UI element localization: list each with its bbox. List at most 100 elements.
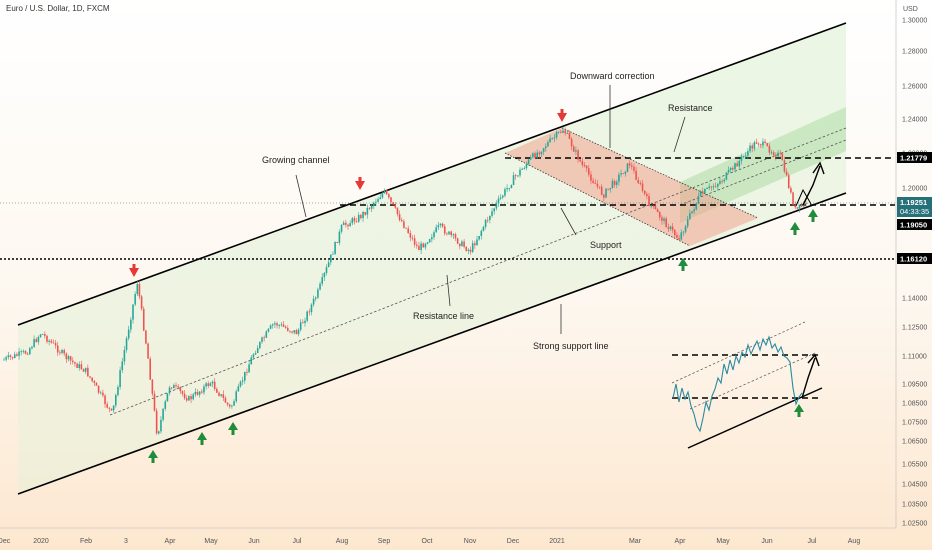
candle-down [411,237,414,239]
candle-up [523,168,526,169]
y-tick-label: 1.24000 [902,117,927,124]
candle-down [736,163,738,167]
x-tick-label: Dec [0,538,11,545]
candle-down [560,131,562,133]
candle-down [145,330,147,344]
growing-channel-pointer [295,174,307,218]
candle-down [302,322,304,324]
candle-up [742,156,745,157]
candle-up [798,204,801,209]
up-arrow-icons [148,209,818,463]
candle-up [306,311,308,321]
candle-up [699,191,702,197]
candle-down [345,222,347,225]
candle-down [263,337,265,339]
candle-up [770,152,773,154]
candle-down [790,188,792,193]
tag-last-price-box [897,197,932,217]
candle-up [753,142,756,149]
candle-down [796,207,799,209]
candle-up [744,155,747,157]
candle-up [478,236,480,240]
candle-up [611,180,614,189]
down-arrow-icon [557,113,567,122]
candle-up [575,150,577,152]
candle-up [680,232,683,240]
candle-down [360,214,362,219]
candle-up [420,243,422,251]
candle-up [209,383,212,386]
x-tick-label: May [716,538,730,545]
candle-up [557,131,560,133]
candle-down [564,130,566,134]
candle-down [757,143,760,145]
candle-up [20,351,22,353]
candle-up [497,198,500,204]
candle-up [130,319,132,330]
candle-up [67,356,70,360]
up-arrow-icon [148,450,158,458]
candle-up [121,361,124,371]
candle-up [542,148,545,152]
x-tick-label: Sep [378,538,391,545]
candle-up [237,386,240,392]
candle-up [119,370,121,388]
candle-up [540,151,543,155]
candle-up [618,174,620,182]
candle-down [581,161,584,166]
candle-down [413,238,416,245]
candle-up [168,387,171,394]
candle-up [495,203,498,209]
candle-up [134,293,136,305]
x-tick-label: May [204,538,218,545]
down-arrow-icon [355,181,365,190]
candle-down [295,330,298,335]
candle-down [44,334,46,336]
resistance-line [109,127,847,416]
candle-up [517,175,519,177]
candle-up [686,219,689,227]
candle-up [115,395,117,406]
candle-up [31,346,33,349]
candle-down [56,345,59,353]
candle-down [179,387,182,392]
candle-down [459,243,461,247]
candle-down [72,360,74,363]
candle-down [151,379,154,394]
candle-up [7,355,10,358]
candle-down [805,202,807,205]
candle-down [190,396,192,400]
candle-down [142,308,145,331]
candle-up [334,242,336,254]
candle-down [641,183,644,191]
candle-down [149,358,151,380]
y-tick-label: 1.12500 [902,325,927,332]
candle-up [426,242,429,244]
candle-down [196,391,199,395]
y-tick-label: 1.03500 [902,502,927,509]
candle-up [317,289,319,298]
candle-up [650,205,652,207]
candle-down [572,146,575,152]
candle-down [216,388,218,393]
annotation-support: Support [590,240,622,250]
candle-up [727,169,730,173]
candle-up [99,392,102,394]
candle-down [588,168,590,175]
candle-down [656,209,659,213]
candle-down [783,160,786,172]
candle-up [471,243,474,252]
candle-up [723,179,726,182]
candle-up [325,267,328,274]
candle-up [39,334,42,338]
resistance-band [680,107,846,223]
candle-up [338,231,341,243]
candle-up [269,325,272,329]
candle-up [250,357,253,365]
candle-up [13,354,16,358]
candle-down [336,242,339,243]
candle-down [456,238,459,244]
candle-up [433,232,435,238]
candle-down [52,342,55,344]
